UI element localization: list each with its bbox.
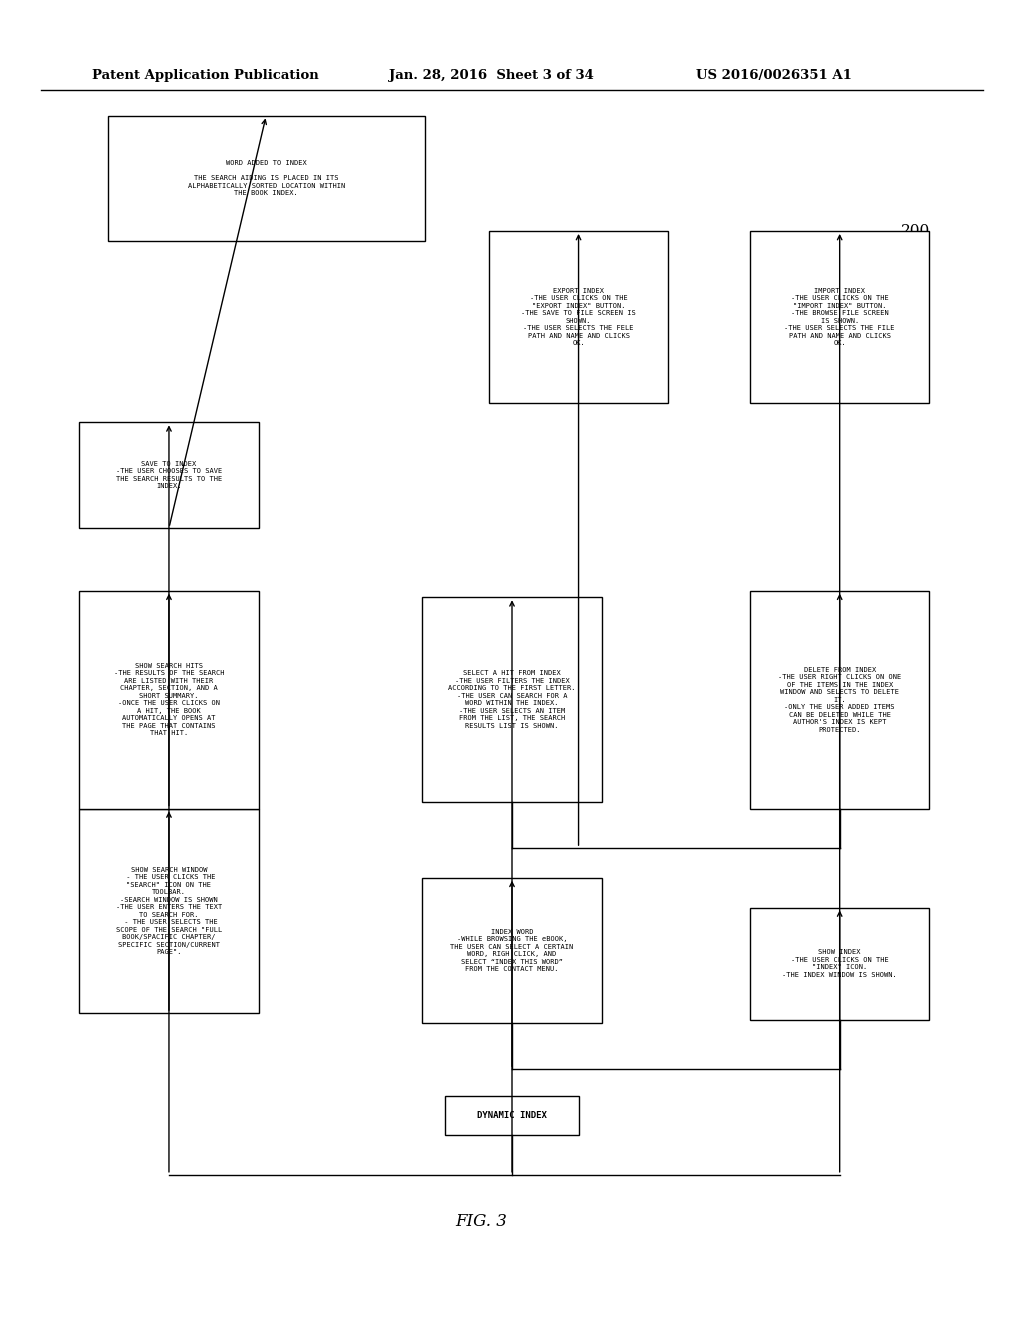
Text: SHOW SEARCH WINDOW
 - THE USER CLICKS THE
"SEARCH" ICON ON THE
TOOLBAR.
-SEARCH : SHOW SEARCH WINDOW - THE USER CLICKS THE… [116,866,222,956]
Bar [750,908,930,1019]
Text: Patent Application Publication: Patent Application Publication [92,69,318,82]
Text: IMPORT INDEX
-THE USER CLICKS ON THE
"IMPORT INDEX" BUTTON.
-THE BROWSE FILE SCR: IMPORT INDEX -THE USER CLICKS ON THE "IM… [784,288,895,346]
Text: SHOW INDEX
-THE USER CLICKS ON THE
"INDEX" ICON.
-THE INDEX WINDOW IS SHOWN.: SHOW INDEX -THE USER CLICKS ON THE "INDE… [782,949,897,978]
Bar [488,231,668,403]
Text: 200: 200 [901,224,931,238]
Bar [445,1096,579,1135]
Bar [108,116,425,242]
Text: US 2016/0026351 A1: US 2016/0026351 A1 [696,69,852,82]
Text: SAVE TO INDEX
-THE USER CHOOSES TO SAVE
THE SEARCH RESULTS TO THE
INDEX.: SAVE TO INDEX -THE USER CHOOSES TO SAVE … [116,461,222,490]
Text: EXPORT INDEX
-THE USER CLICKS ON THE
"EXPORT INDEX" BUTTON.
-THE SAVE TO FILE SC: EXPORT INDEX -THE USER CLICKS ON THE "EX… [521,288,636,346]
Bar [422,878,601,1023]
Text: Jan. 28, 2016  Sheet 3 of 34: Jan. 28, 2016 Sheet 3 of 34 [389,69,594,82]
Text: DELETE FROM INDEX
-THE USER RIGHT CLICKS ON ONE
OF THE ITEMS IN THE INDEX
WINDOW: DELETE FROM INDEX -THE USER RIGHT CLICKS… [778,667,901,733]
Text: WORD ADDED TO INDEX

THE SEARCH AIDING IS PLACED IN ITS
ALPHABETICALLY SORTED LO: WORD ADDED TO INDEX THE SEARCH AIDING IS… [187,160,345,197]
Text: SELECT A HIT FROM INDEX
-THE USER FILTERS THE INDEX
ACCORDING TO THE FIRST LETTE: SELECT A HIT FROM INDEX -THE USER FILTER… [449,671,575,729]
Text: INDEX WORD
-WHILE BROWSING THE eBOOK,
THE USER CAN SELECT A CERTAIN
WORD, RIGH C: INDEX WORD -WHILE BROWSING THE eBOOK, TH… [451,929,573,972]
Text: FIG. 3: FIG. 3 [456,1213,507,1229]
Text: DYNAMIC INDEX: DYNAMIC INDEX [477,1111,547,1119]
Text: SHOW SEARCH HITS
-THE RESULTS OF THE SEARCH
ARE LISTED WITH THEIR
CHAPTER, SECTI: SHOW SEARCH HITS -THE RESULTS OF THE SEA… [114,663,224,737]
Bar [750,231,930,403]
Bar [80,422,258,528]
Bar [80,808,258,1014]
Bar [422,597,601,801]
Bar [750,591,930,808]
Bar [80,591,258,808]
